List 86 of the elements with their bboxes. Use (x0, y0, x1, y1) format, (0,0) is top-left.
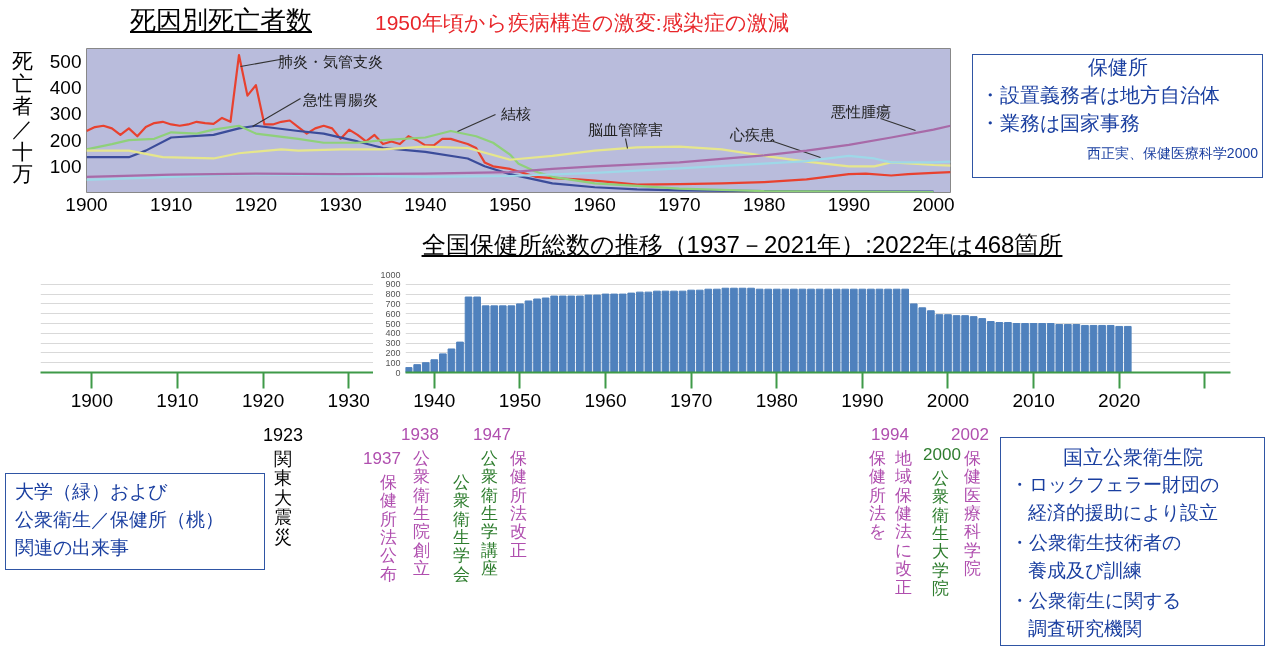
text: 関連の出来事 (15, 537, 129, 559)
y-tick-label: 0 (395, 367, 401, 378)
text: ・ロックフェラー財団の (1010, 474, 1219, 496)
x-tick-label: 1960 (573, 193, 616, 215)
x-tick-label: 2000 (926, 389, 970, 411)
y-tick-label: 100 (385, 357, 401, 368)
y-tick-label: 200 (49, 129, 82, 151)
x-tick-label: 1950 (488, 193, 532, 215)
y-tick-label: 700 (385, 298, 401, 309)
text: ・業務は国家事務 (980, 112, 1140, 134)
text: 公衆衛生院創立 (412, 449, 430, 579)
text: 2002 (951, 425, 989, 445)
text: 西正実、保健医療科学2000 (1086, 145, 1258, 162)
line-series (86, 154, 951, 182)
x-tick-label: 1900 (70, 389, 114, 411)
text: 大学（緑）および (15, 481, 167, 503)
x-tick-label: 1920 (234, 193, 278, 215)
text: 保健所法を (868, 449, 886, 542)
y-tick-label: 400 (385, 328, 401, 339)
text: 公衆衛生／保健所（桃） (15, 509, 224, 531)
chart-title: 死因別死亡者数 (130, 5, 312, 35)
text: 国立公衆衛生院 (1063, 446, 1203, 468)
text: 公衆衛生大学院 (931, 469, 949, 599)
x-tick-label: 2020 (1098, 389, 1141, 411)
x-tick-label: 1980 (755, 389, 798, 411)
line-series (86, 124, 935, 193)
text: 公衆衛生学会 (452, 473, 470, 585)
text: 1947 (473, 425, 511, 445)
y-tick-label: 100 (49, 155, 82, 177)
line-series (86, 124, 951, 178)
y-tick-label: 500 (385, 318, 401, 329)
x-tick-label: 1900 (65, 193, 108, 215)
text: ・公衆衛生技術者の (1010, 532, 1181, 554)
x-tick-label: 2000 (912, 193, 955, 215)
chart-subtitle: 1950年頃から疾病構造の激変:感染症の激減 (375, 11, 789, 35)
series-label: 心疾患 (729, 125, 775, 143)
series-label: 結核 (499, 104, 531, 122)
y-tick-label: 300 (385, 338, 401, 349)
text: ・公衆衛生に関する (1010, 590, 1181, 612)
text: 1923 (262, 425, 304, 446)
x-tick-label: 1960 (584, 389, 627, 411)
y-tick-label: 800 (385, 289, 401, 300)
text: 1938 (401, 425, 439, 445)
x-tick-label: 1930 (319, 193, 362, 215)
text: 保健所法公布 (379, 473, 397, 585)
text: 保健所法改正 (509, 449, 527, 561)
x-tick-label: 1940 (404, 193, 447, 215)
x-tick-label: 1970 (658, 193, 701, 215)
x-tick-label: 1940 (413, 389, 456, 411)
text: 保健所 (1088, 56, 1148, 78)
x-tick-label: 1920 (241, 389, 285, 411)
line-series (86, 53, 951, 186)
y-tick-label: 600 (385, 308, 401, 319)
x-tick-label: 1980 (743, 193, 786, 215)
text: 1937 (363, 449, 401, 469)
series-label: 悪性腫瘍 (829, 102, 891, 120)
x-tick-label: 1910 (150, 193, 193, 215)
x-tick-label: 1990 (827, 193, 870, 215)
y-tick-label: 500 (49, 51, 82, 73)
text: 保健医療科学院 (963, 449, 981, 579)
y-tick-label: 200 (385, 347, 401, 358)
x-tick-label: 1910 (156, 389, 199, 411)
y-axis-title: 死亡者／十万 (11, 49, 33, 187)
y-tick-label: 300 (49, 103, 82, 125)
chart-title: 全国保健所総数の推移（1937－2021年）:2022年は468箇所 (421, 231, 1063, 259)
text: 1994 (871, 425, 909, 445)
text: 2000 (923, 445, 961, 465)
x-tick-label: 1990 (841, 389, 884, 411)
text: 地域保健法に改正 (894, 449, 912, 597)
text: 養成及び訓練 (1028, 560, 1142, 582)
text: 関東大震災 (274, 449, 292, 548)
x-tick-label: 1950 (498, 389, 542, 411)
text: 経済的援助により設立 (1028, 502, 1218, 524)
line-series (86, 145, 951, 168)
y-tick-label: 400 (49, 77, 82, 99)
series-label: 急性胃腸炎 (302, 90, 378, 108)
x-tick-label: 2010 (1012, 389, 1055, 411)
text: 調査研究機関 (1028, 618, 1142, 640)
x-tick-label: 1930 (327, 389, 370, 411)
text: 公衆衛生学講座 (480, 449, 498, 579)
text: ・設置義務者は地方自治体 (980, 84, 1220, 106)
y-tick-label: 900 (385, 279, 401, 290)
x-tick-label: 1970 (670, 389, 713, 411)
series-label: 肺炎・気管支炎 (278, 52, 383, 70)
y-tick-label: 1000 (380, 269, 401, 280)
series-label: 脳血管障害 (588, 120, 663, 138)
